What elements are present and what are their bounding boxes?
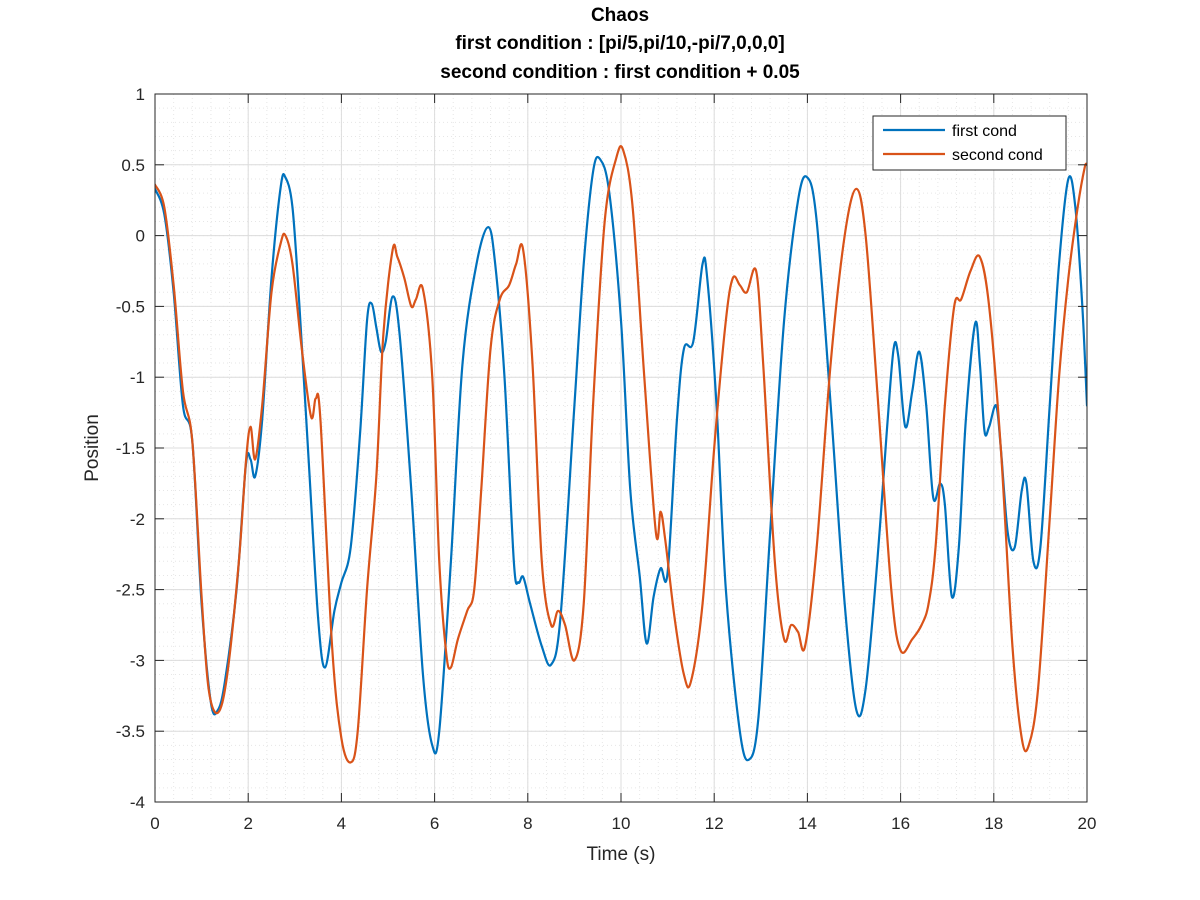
series-line-first-cond [155,155,1087,762]
x-axis-label: Time (s) [587,844,656,865]
title-line-1: Chaos [591,5,649,26]
x-tick-label: 12 [705,814,724,833]
x-tick-label: 2 [243,814,252,833]
y-tick-labels: 1 0.5 0 -0.5 -1 -1.5 -2 -2.5 -3 -3.5 -4 [116,85,145,812]
x-tick-label: 4 [337,814,346,833]
x-tick-labels: 0 2 4 6 8 10 12 14 16 18 20 [150,814,1096,833]
y-tick-label: -2 [130,510,145,529]
series-layer [155,145,1087,764]
y-tick-label: -0.5 [116,297,145,316]
x-tick-label: 18 [984,814,1003,833]
legend-label: first cond [952,123,1017,140]
y-tick-label: -3.5 [116,722,145,741]
y-tick-label: 0.5 [121,156,145,175]
x-tick-label: 14 [798,814,817,833]
plot-area [154,93,1088,803]
x-tick-label: 0 [150,814,159,833]
series-line-second-cond [155,145,1087,764]
tick-marks [154,93,1088,803]
y-tick-label: -2.5 [116,581,145,600]
chart-title: Chaos first condition : [pi/5,pi/10,-pi/7… [440,5,800,83]
y-tick-label: -1 [130,368,145,387]
x-tick-label: 16 [891,814,910,833]
x-tick-label: 8 [523,814,532,833]
y-tick-label: -3 [130,651,145,670]
x-tick-label: 6 [430,814,439,833]
x-tick-label: 20 [1078,814,1097,833]
x-tick-label: 10 [612,814,631,833]
y-tick-label: -1.5 [116,439,145,458]
title-line-2: first condition : [pi/5,pi/10,-pi/7,0,0,… [455,33,784,54]
legend-box [872,115,1067,171]
title-line-3: second condition : first condition + 0.0… [440,62,800,83]
legend-label: second cond [952,147,1043,164]
y-tick-label: -4 [130,793,145,812]
y-tick-label: 1 [136,85,145,104]
y-tick-label: 0 [136,227,145,246]
legend: first cond second cond [872,115,1067,171]
y-axis-label: Position [82,414,103,482]
